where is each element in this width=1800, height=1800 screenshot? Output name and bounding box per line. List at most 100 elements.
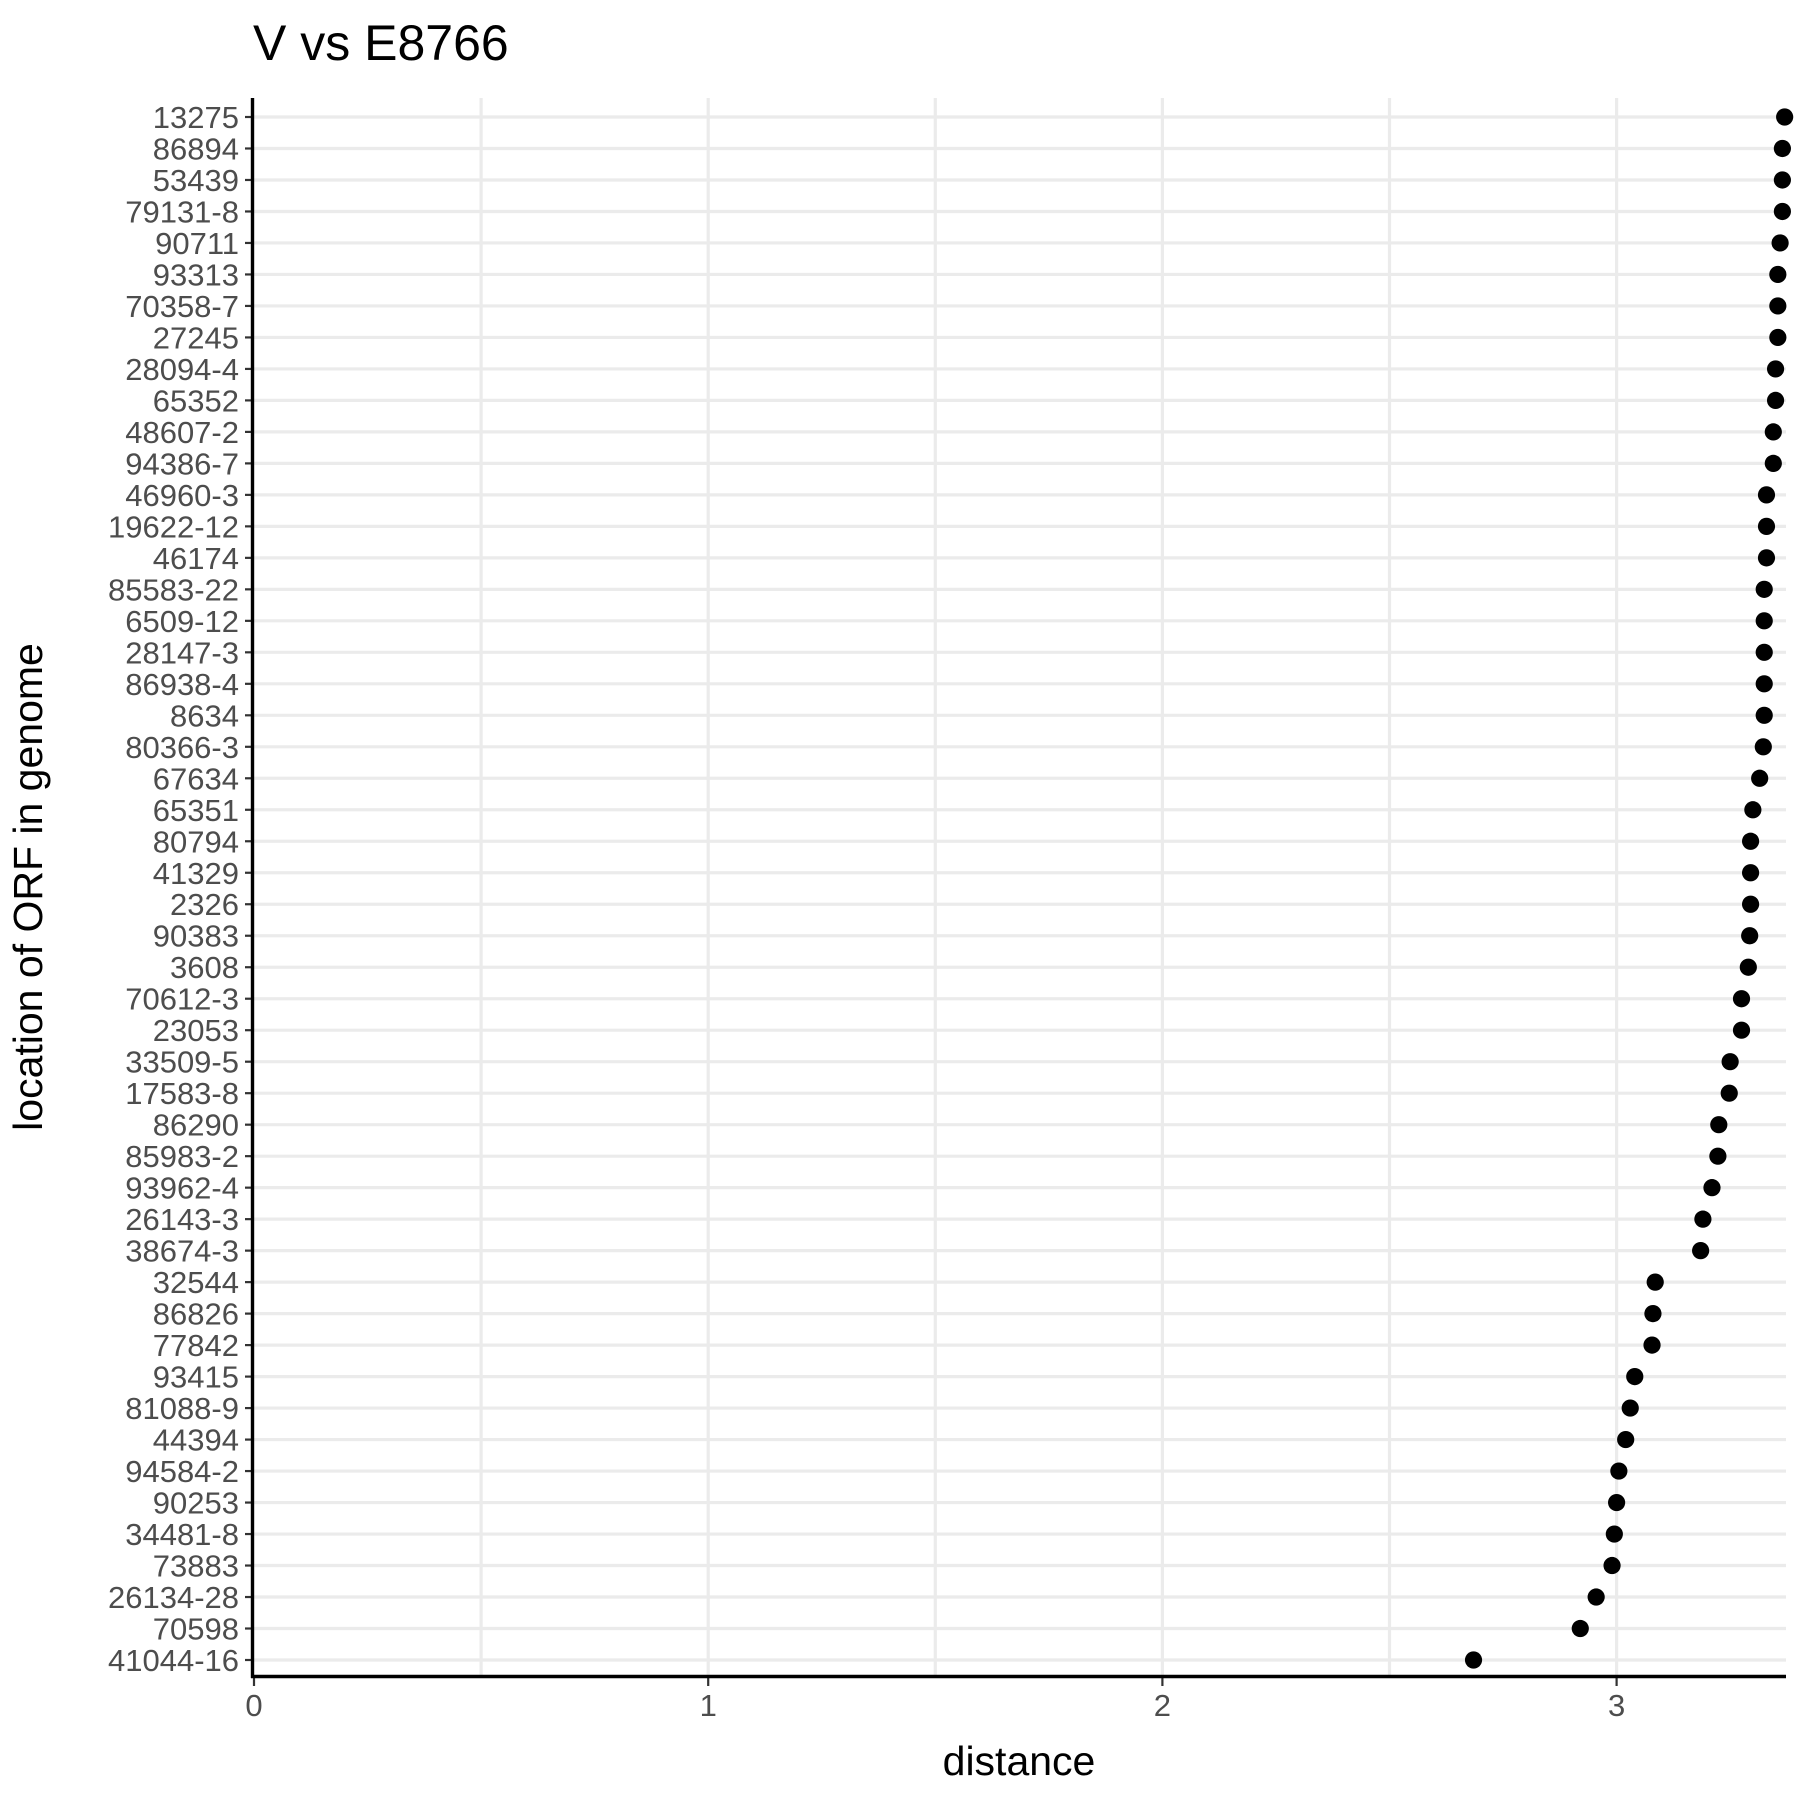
data-point (1764, 454, 1782, 472)
data-point (1757, 549, 1776, 567)
y-tick-label: 53439 (153, 163, 239, 198)
data-point (1732, 990, 1751, 1008)
data-point (1605, 1525, 1623, 1543)
data-point (1621, 1399, 1639, 1417)
data-point (1739, 958, 1757, 976)
data-point (1603, 1556, 1621, 1575)
y-tick-label: 85983-2 (125, 1139, 239, 1174)
y-tick-label: 27245 (153, 320, 239, 355)
data-point (1766, 360, 1785, 378)
y-tick-label: 38674-3 (125, 1234, 239, 1269)
y-tick-label: 86290 (153, 1108, 239, 1143)
data-point (1710, 1116, 1728, 1134)
x-tick-label: 3 (1608, 1688, 1625, 1723)
data-point (1741, 864, 1760, 882)
y-tick-label: 90383 (153, 919, 239, 954)
y-tick-label: 23053 (153, 1013, 239, 1048)
data-point (1769, 297, 1787, 315)
y-tick-label: 6509-12 (125, 604, 239, 639)
y-tick-label: 17583-8 (125, 1076, 239, 1111)
y-tick-label: 8634 (170, 698, 239, 733)
data-point (1773, 139, 1791, 158)
chart-title: V vs E8766 (253, 15, 509, 71)
y-tick-label: 44394 (153, 1423, 239, 1458)
y-tick-label: 34481-8 (125, 1517, 239, 1552)
data-point (1694, 1210, 1712, 1228)
data-point (1776, 108, 1794, 126)
y-tick-label: 67634 (153, 761, 239, 796)
x-tick-label: 2 (1154, 1688, 1171, 1723)
data-point (1692, 1242, 1710, 1260)
data-point (1744, 801, 1762, 819)
data-point (1741, 895, 1760, 913)
data-point (1755, 643, 1773, 661)
y-tick-label: 86826 (153, 1297, 239, 1332)
data-point (1646, 1273, 1664, 1291)
data-point (1755, 612, 1773, 630)
data-point (1769, 328, 1787, 347)
data-point (1773, 171, 1791, 189)
y-tick-label: 70598 (153, 1612, 239, 1647)
y-tick-label: 85583-22 (108, 572, 239, 607)
y-tick-label: 81088-9 (125, 1391, 239, 1426)
y-tick-label: 41329 (153, 856, 239, 891)
x-tick-label: 1 (700, 1688, 717, 1723)
data-point (1741, 927, 1759, 945)
data-point (1751, 769, 1769, 787)
y-tick-label: 41044-16 (108, 1643, 239, 1678)
data-point (1741, 832, 1760, 850)
data-point (1720, 1084, 1738, 1102)
data-point (1769, 265, 1787, 284)
y-tick-label: 90253 (153, 1486, 239, 1521)
y-tick-label: 28147-3 (125, 635, 239, 670)
data-point (1464, 1651, 1483, 1669)
y-tick-label: 48607-2 (125, 415, 239, 450)
y-tick-label: 93313 (153, 257, 239, 292)
y-tick-label: 70358-7 (125, 289, 239, 324)
y-tick-label: 90711 (155, 226, 239, 261)
data-point (1764, 423, 1782, 441)
y-tick-label: 33509-5 (125, 1045, 239, 1080)
data-points (1464, 108, 1794, 1669)
y-axis-ticks: 13275868945343979131-8907119331370358-72… (108, 100, 252, 1678)
grid-lines (254, 98, 1786, 1676)
data-point (1721, 1053, 1739, 1071)
y-tick-label: 93415 (153, 1360, 239, 1395)
y-tick-label: 80794 (153, 824, 239, 859)
y-tick-label: 86894 (153, 131, 239, 166)
data-point (1755, 580, 1773, 598)
y-tick-label: 73883 (153, 1549, 239, 1584)
data-point (1626, 1367, 1644, 1386)
y-tick-label: 94386-7 (125, 446, 239, 481)
y-tick-label: 26134-28 (108, 1580, 239, 1615)
y-axis-title: location of ORF in genome (5, 643, 51, 1131)
data-point (1610, 1462, 1628, 1480)
data-point (1643, 1336, 1661, 1354)
data-point (1587, 1588, 1605, 1606)
y-tick-label: 79131-8 (125, 194, 239, 229)
data-point (1709, 1147, 1727, 1165)
data-point (1644, 1305, 1662, 1323)
data-point (1757, 517, 1776, 535)
data-point (1617, 1430, 1635, 1449)
data-point (1703, 1179, 1721, 1197)
data-point (1754, 738, 1772, 756)
y-tick-label: 19622-12 (108, 509, 239, 544)
y-tick-label: 94584-2 (125, 1454, 239, 1489)
y-tick-label: 3608 (170, 950, 239, 985)
y-tick-label: 32544 (153, 1265, 239, 1300)
y-tick-label: 93962-4 (125, 1171, 239, 1206)
y-tick-label: 70612-3 (125, 982, 239, 1017)
data-point (1608, 1493, 1626, 1512)
data-point (1771, 234, 1789, 252)
x-tick-label: 0 (245, 1688, 262, 1723)
data-point (1755, 675, 1773, 693)
data-point (1571, 1619, 1589, 1638)
y-tick-label: 46174 (153, 541, 239, 576)
data-point (1766, 391, 1785, 410)
x-axis-ticks: 0 1 2 3 (245, 1678, 1625, 1723)
data-point (1755, 706, 1773, 724)
y-tick-label: 65351 (153, 793, 239, 828)
x-axis-title: distance (943, 1738, 1096, 1784)
